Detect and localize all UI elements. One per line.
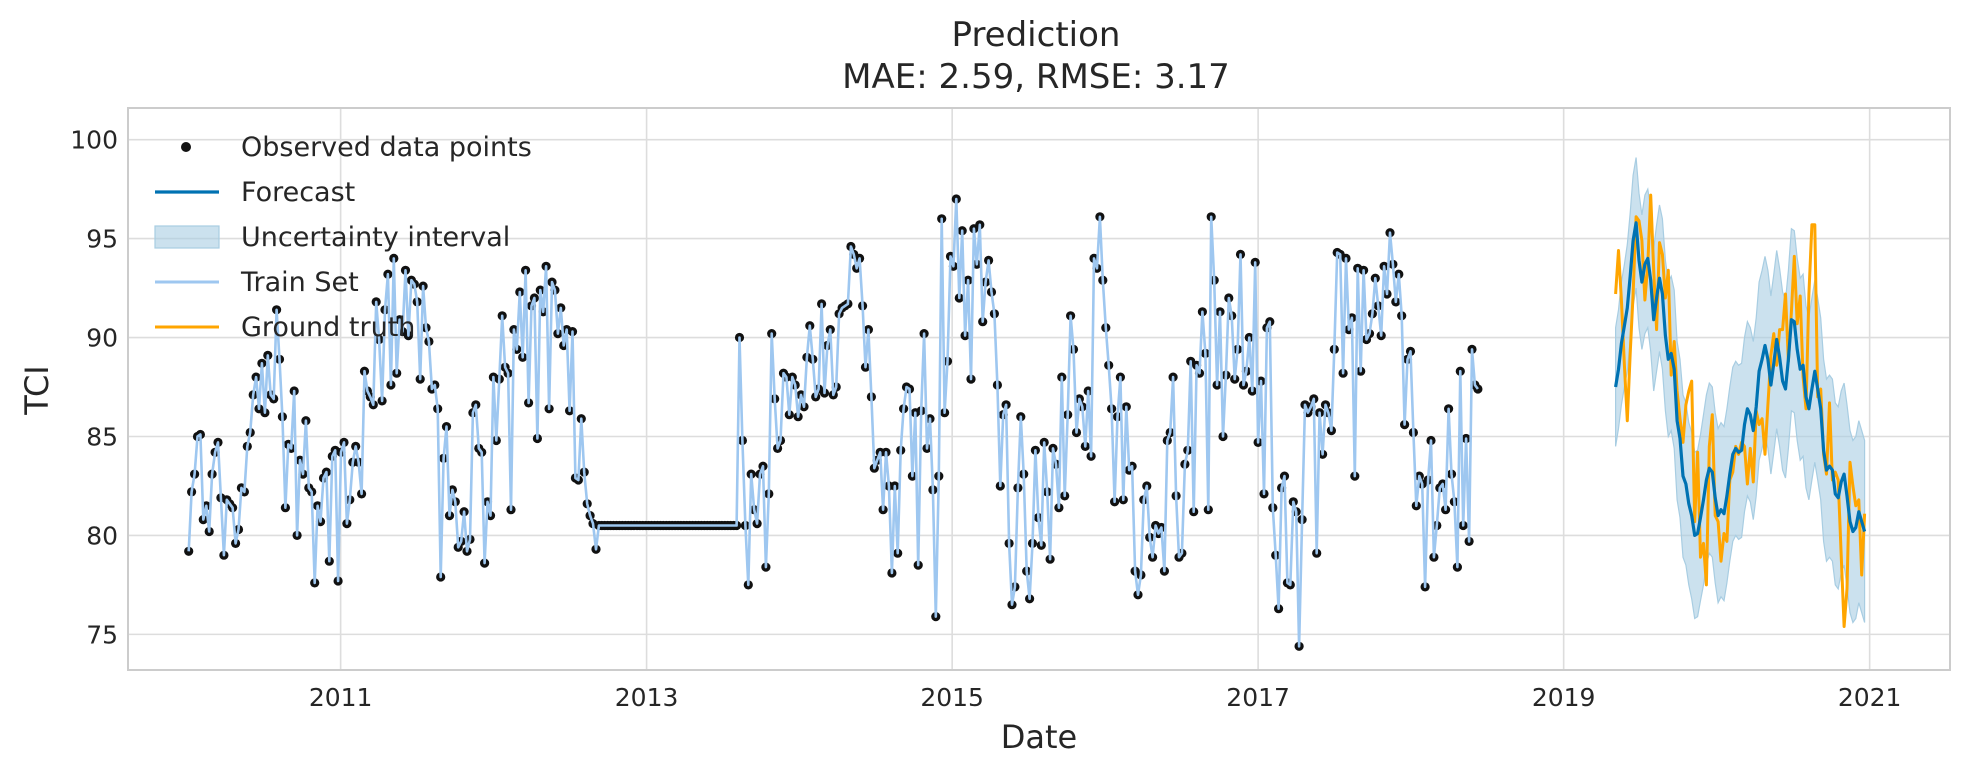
- legend-item-observed: Observed data points: [181, 132, 532, 163]
- legend: Observed data points Forecast Uncertaint…: [154, 132, 532, 343]
- chart-subtitle: MAE: 2.59, RMSE: 3.17: [842, 57, 1230, 97]
- y-tick-label: 85: [86, 422, 118, 451]
- forecast-line: [1614, 221, 1867, 537]
- legend-item-train: Train Set: [155, 267, 359, 298]
- y-tick-label: 90: [86, 324, 118, 353]
- uncertainty-interval-band: [1615, 157, 1866, 624]
- y-tick-label: 100: [70, 126, 118, 155]
- legend-label-uncertainty: Uncertainty interval: [241, 222, 510, 253]
- y-tick-label: 80: [86, 521, 118, 550]
- x-tick-label: 2017: [1226, 683, 1290, 712]
- legend-label-observed: Observed data points: [241, 132, 532, 163]
- y-tick-label: 75: [86, 620, 118, 649]
- x-tick-label: 2021: [1838, 683, 1902, 712]
- legend-label-ground-truth: Ground truth: [241, 312, 415, 343]
- chart-title: Prediction: [952, 15, 1121, 55]
- y-tick-label: 95: [86, 225, 118, 254]
- y-axis-label: TCI: [18, 365, 56, 415]
- x-tick-label: 2013: [615, 683, 679, 712]
- observed-marker-icon: [181, 142, 191, 152]
- observed-point: [184, 546, 194, 556]
- x-tick-label: 2011: [309, 683, 373, 712]
- plot-frame: [127, 107, 1951, 671]
- legend-item-forecast: Forecast: [155, 177, 355, 208]
- legend-item-ground-truth: Ground truth: [155, 312, 415, 343]
- uncertainty-patch-icon: [154, 225, 220, 249]
- x-tick-label: 2015: [920, 683, 984, 712]
- legend-item-uncertainty: Uncertainty interval: [154, 222, 510, 253]
- legend-label-forecast: Forecast: [241, 177, 355, 208]
- train-set-line: [187, 197, 1479, 648]
- legend-label-train: Train Set: [240, 267, 359, 298]
- x-tick-label: 2019: [1532, 683, 1596, 712]
- x-axis-label: Date: [1001, 718, 1077, 756]
- y-tick-labels: 75 80 85 90 95 100: [70, 126, 118, 650]
- x-tick-labels: 2011 2013 2015 2017 2019 2021: [309, 683, 1902, 712]
